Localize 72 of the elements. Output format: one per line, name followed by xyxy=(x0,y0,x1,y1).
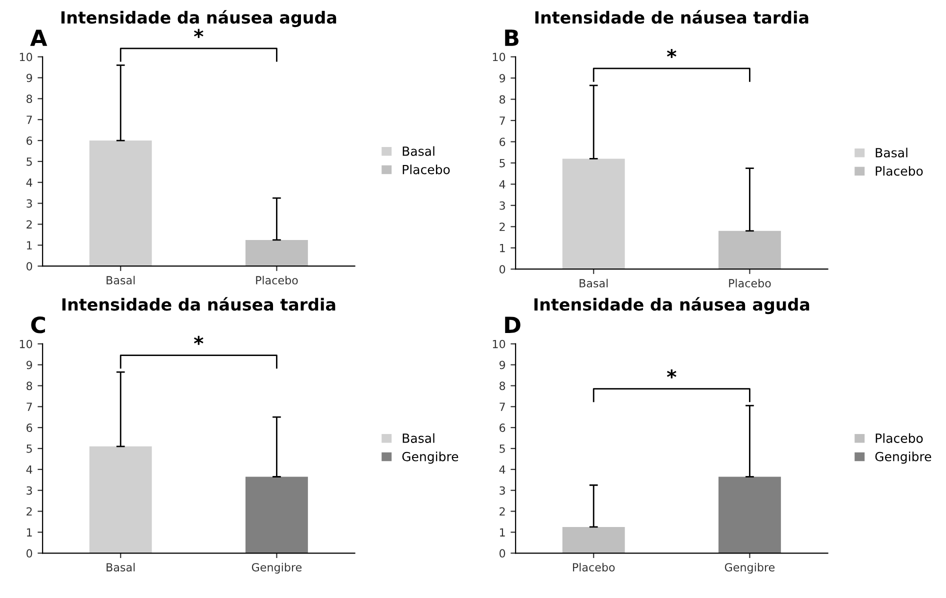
y-tick-label: 7 xyxy=(26,402,32,411)
y-tick-label: 4 xyxy=(499,180,506,188)
y-tick-label: 0 xyxy=(26,262,32,270)
y-tick-label: 0 xyxy=(500,549,506,558)
annotation: * xyxy=(666,48,676,58)
chart-title: Intensidade da náusea aguda xyxy=(534,297,810,314)
y-tick-label: 8 xyxy=(26,94,32,104)
annotation: * xyxy=(666,369,676,378)
x-tick-label: Gengibre xyxy=(724,562,775,574)
y-tick-label: 4 xyxy=(26,178,32,187)
y-tick-label: 7 xyxy=(500,116,505,125)
x-tick-label: Gengibre xyxy=(252,562,302,574)
y-tick-label: 4 xyxy=(26,466,32,474)
x-tick-label: Placebo xyxy=(256,276,298,284)
y-tick-label: 9 xyxy=(499,74,506,82)
y-tick-label: 1 xyxy=(27,241,32,250)
text: B xyxy=(505,30,518,46)
chart-title: Intensidade de náusea tardia xyxy=(535,10,808,24)
y-tick-label: 6 xyxy=(500,424,506,432)
legend-label: Placebo xyxy=(876,166,923,176)
y-tick-label: 0 xyxy=(500,265,506,274)
text: A xyxy=(30,30,48,46)
y-tick-label: 1 xyxy=(500,528,505,536)
legend-label: Placebo xyxy=(402,164,450,174)
legend-label: Basal xyxy=(402,146,434,156)
x-tick-label: Basal xyxy=(106,276,135,284)
text: D xyxy=(505,316,520,333)
y-tick-label: 6 xyxy=(500,138,506,146)
y-tick-label: 10 xyxy=(20,340,32,348)
annotation: * xyxy=(194,336,204,345)
y-tick-label: 9 xyxy=(26,74,32,82)
y-tick-label: 0 xyxy=(26,549,32,558)
y-tick-label: 1 xyxy=(27,528,32,536)
y-tick-label: 8 xyxy=(500,95,506,104)
legend-label: Gengibre xyxy=(875,452,932,464)
x-tick-label: Basal xyxy=(106,562,135,572)
text: C xyxy=(31,316,45,334)
y-tick-label: 3 xyxy=(26,199,32,208)
y-tick-label: 2 xyxy=(500,507,505,516)
x-tick-label: Placebo xyxy=(729,278,771,288)
y-tick-label: 7 xyxy=(500,402,505,411)
text: * xyxy=(194,28,204,38)
y-tick-label: 9 xyxy=(26,360,32,370)
y-tick-label: 5 xyxy=(26,158,32,166)
y-tick-label: 2 xyxy=(500,222,505,231)
y-tick-label: 5 xyxy=(500,444,505,453)
y-tick-label: 2 xyxy=(26,220,32,228)
y-tick-label: 5 xyxy=(26,444,32,453)
y-tick-label: 2 xyxy=(26,507,32,516)
y-tick-label: 10 xyxy=(20,52,32,62)
legend-label: Gengibre xyxy=(402,452,458,464)
x-tick-label: Placebo xyxy=(573,562,615,572)
chart-title: Intensidade da náusea tardia xyxy=(62,297,336,311)
y-tick-label: 8 xyxy=(26,382,32,390)
legend-label: Basal xyxy=(402,433,434,443)
y-tick-label: 1 xyxy=(500,244,505,252)
y-tick-label: 8 xyxy=(500,382,506,390)
legend-label: Placebo xyxy=(876,433,923,443)
x-tick-label: Basal xyxy=(580,278,608,288)
y-tick-label: 9 xyxy=(499,360,506,370)
y-tick-label: 10 xyxy=(492,52,506,62)
y-tick-label: 6 xyxy=(26,424,32,432)
y-tick-label: 4 xyxy=(499,466,506,474)
y-tick-label: 3 xyxy=(500,486,505,495)
legend-label: Basal xyxy=(876,148,908,158)
chart-title: Intensidade da náusea aguda xyxy=(61,10,336,28)
y-tick-label: 10 xyxy=(492,340,506,348)
y-tick-label: 3 xyxy=(26,486,32,495)
y-tick-label: 7 xyxy=(26,116,32,124)
y-tick-label: 3 xyxy=(500,201,505,210)
y-tick-label: 6 xyxy=(26,136,32,145)
y-tick-label: 5 xyxy=(500,159,505,168)
